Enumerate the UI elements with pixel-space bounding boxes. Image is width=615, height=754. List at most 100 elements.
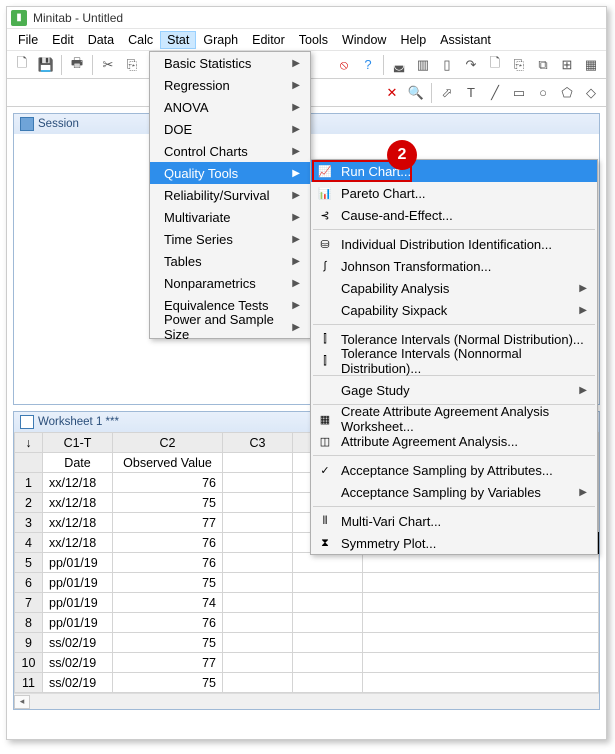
cell-empty[interactable] <box>363 613 599 633</box>
row-header[interactable]: 5 <box>15 553 43 573</box>
col-name[interactable]: Observed Value <box>113 453 223 473</box>
col-name[interactable] <box>223 453 293 473</box>
cell-date[interactable]: xx/12/18 <box>43 533 113 553</box>
table-row[interactable]: 6pp/01/1975 <box>15 573 599 593</box>
quality-tools-item[interactable]: Acceptance Sampling by Variables▶ <box>311 481 597 503</box>
col-name[interactable]: Date <box>43 453 113 473</box>
quality-tools-item[interactable]: 📊Pareto Chart... <box>311 182 597 204</box>
menu-help[interactable]: Help <box>393 31 433 49</box>
row-header[interactable]: 11 <box>15 673 43 693</box>
stat-menu-item[interactable]: Regression▶ <box>150 74 310 96</box>
menu-graph[interactable]: Graph <box>196 31 245 49</box>
cell-value[interactable]: 76 <box>113 533 223 553</box>
scroll-left-icon[interactable]: ◂ <box>14 695 30 709</box>
cell-empty[interactable] <box>293 653 363 673</box>
cell-date[interactable]: pp/01/19 <box>43 593 113 613</box>
quality-tools-item[interactable]: Capability Analysis▶ <box>311 277 597 299</box>
cell-empty[interactable] <box>363 673 599 693</box>
circle-icon[interactable]: ○ <box>532 82 554 104</box>
cell-date[interactable]: pp/01/19 <box>43 573 113 593</box>
row-header[interactable]: 7 <box>15 593 43 613</box>
poly-icon[interactable]: ⬠ <box>556 82 578 104</box>
menu-data[interactable]: Data <box>81 31 121 49</box>
help-icon[interactable]: ? <box>357 54 379 76</box>
quality-tools-item[interactable]: ∫Johnson Transformation... <box>311 255 597 277</box>
cell-empty[interactable] <box>293 613 363 633</box>
row-header[interactable]: 10 <box>15 653 43 673</box>
cell-empty[interactable] <box>223 653 293 673</box>
row-header[interactable]: 8 <box>15 613 43 633</box>
tool-icon[interactable]: ◛ <box>388 54 410 76</box>
tool-icon[interactable]: ↷ <box>460 54 482 76</box>
row-header[interactable]: 6 <box>15 573 43 593</box>
cell-value[interactable]: 75 <box>113 673 223 693</box>
quality-tools-item[interactable]: ⛁Individual Distribution Identification.… <box>311 233 597 255</box>
col-header[interactable]: C3 <box>223 433 293 453</box>
cell-empty[interactable] <box>223 673 293 693</box>
row-header[interactable]: 4 <box>15 533 43 553</box>
cell-empty[interactable] <box>293 593 363 613</box>
cell-empty[interactable] <box>223 633 293 653</box>
row-header[interactable]: 9 <box>15 633 43 653</box>
row-header[interactable]: 1 <box>15 473 43 493</box>
cell-empty[interactable] <box>223 553 293 573</box>
stat-menu-item[interactable]: Basic Statistics▶ <box>150 52 310 74</box>
quality-tools-item[interactable]: ✓Acceptance Sampling by Attributes... <box>311 459 597 481</box>
stat-menu-item[interactable]: Power and Sample Size▶ <box>150 316 310 338</box>
cell-empty[interactable] <box>363 593 599 613</box>
cut-icon[interactable]: ✂ <box>97 54 119 76</box>
cell-value[interactable]: 76 <box>113 473 223 493</box>
cell-date[interactable]: pp/01/19 <box>43 613 113 633</box>
zoom-icon[interactable]: 🔍 <box>405 82 427 104</box>
copy-icon[interactable]: ⎘ <box>121 54 143 76</box>
quality-tools-item[interactable]: 📈Run Chart... <box>311 160 597 182</box>
quality-tools-item[interactable]: ⧗Symmetry Plot... <box>311 532 597 554</box>
quality-tools-item[interactable]: Capability Sixpack▶ <box>311 299 597 321</box>
stat-menu-item[interactable]: Time Series▶ <box>150 228 310 250</box>
col-header[interactable]: C1-T <box>43 433 113 453</box>
quality-tools-item[interactable]: Gage Study▶ <box>311 379 597 401</box>
quality-tools-item[interactable]: ⦀Multi-Vari Chart... <box>311 510 597 532</box>
tool-icon[interactable]: 🗋 <box>484 54 506 76</box>
cell-date[interactable]: xx/12/18 <box>43 473 113 493</box>
cell-empty[interactable] <box>363 633 599 653</box>
close-icon[interactable]: ✕ <box>381 82 403 104</box>
cell-empty[interactable] <box>223 473 293 493</box>
stat-menu-item[interactable]: Reliability/Survival▶ <box>150 184 310 206</box>
cell-empty[interactable] <box>223 593 293 613</box>
menu-tools[interactable]: Tools <box>292 31 335 49</box>
row-header[interactable]: 2 <box>15 493 43 513</box>
cell-value[interactable]: 76 <box>113 553 223 573</box>
quality-tools-item[interactable]: ⊰Cause-and-Effect... <box>311 204 597 226</box>
name-row-corner[interactable] <box>15 453 43 473</box>
stat-menu-item[interactable]: Multivariate▶ <box>150 206 310 228</box>
cell-empty[interactable] <box>223 533 293 553</box>
cell-empty[interactable] <box>293 633 363 653</box>
tool-icon[interactable]: ⎘ <box>508 54 530 76</box>
cell-date[interactable]: ss/02/19 <box>43 633 113 653</box>
tool-icon[interactable]: ▦ <box>580 54 602 76</box>
tool-icon[interactable]: ⊞ <box>556 54 578 76</box>
new-icon[interactable]: 🗋 <box>11 54 33 76</box>
marker-icon[interactable]: ◇ <box>580 82 602 104</box>
cell-empty[interactable] <box>363 553 599 573</box>
cell-value[interactable]: 76 <box>113 613 223 633</box>
cell-empty[interactable] <box>293 553 363 573</box>
stat-menu-item[interactable]: Control Charts▶ <box>150 140 310 162</box>
tool-icon[interactable]: ▯ <box>436 54 458 76</box>
menu-window[interactable]: Window <box>335 31 393 49</box>
grid-corner[interactable]: ↓ <box>15 433 43 453</box>
col-header[interactable]: C2 <box>113 433 223 453</box>
cell-value[interactable]: 77 <box>113 513 223 533</box>
table-row[interactable]: 8pp/01/1976 <box>15 613 599 633</box>
stat-menu-item[interactable]: Quality Tools▶ <box>150 162 310 184</box>
cell-empty[interactable] <box>293 673 363 693</box>
table-row[interactable]: 7pp/01/1974 <box>15 593 599 613</box>
cell-empty[interactable] <box>363 573 599 593</box>
stat-menu-item[interactable]: Nonparametrics▶ <box>150 272 310 294</box>
row-header[interactable]: 3 <box>15 513 43 533</box>
pointer-icon[interactable]: ⬀ <box>436 82 458 104</box>
menu-file[interactable]: File <box>11 31 45 49</box>
menu-stat[interactable]: Stat <box>160 31 196 49</box>
horizontal-scrollbar[interactable]: ◂ <box>14 693 599 709</box>
